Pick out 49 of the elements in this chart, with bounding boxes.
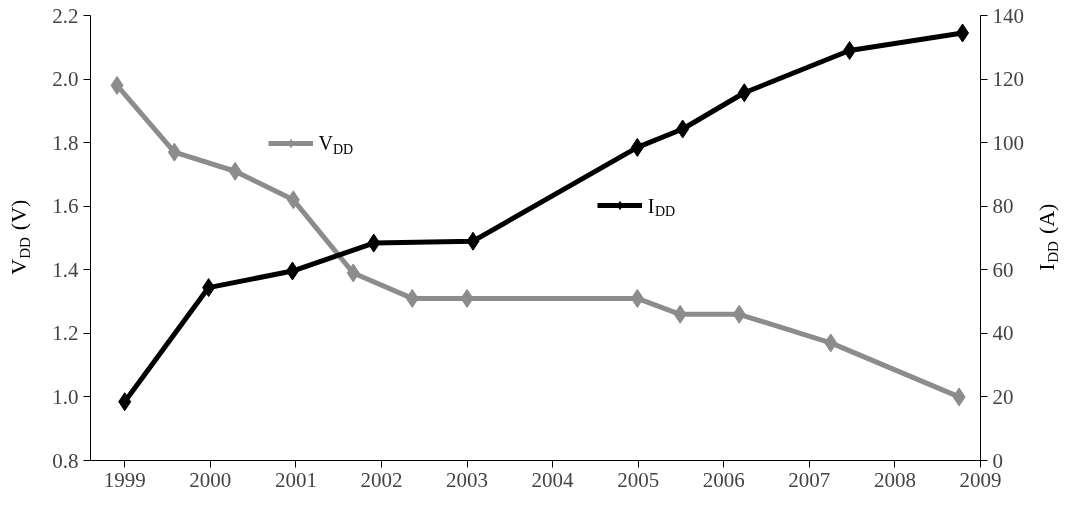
x-tick-label: 2004	[531, 467, 575, 492]
point	[367, 233, 381, 253]
y2-tick-label: 40	[992, 321, 1014, 346]
y-tick-label: 1.2	[52, 321, 79, 346]
point	[460, 288, 474, 308]
point	[676, 119, 690, 139]
point	[673, 304, 687, 324]
point	[843, 40, 857, 60]
point	[466, 231, 480, 251]
y2-tick-label: 120	[992, 67, 1024, 92]
x-tick-label: 2002	[360, 467, 403, 492]
y-tick-label: 1.4	[52, 257, 79, 282]
x-tick-label: 2007	[788, 467, 831, 492]
point	[228, 161, 242, 181]
point	[824, 333, 838, 353]
x-tick-label: 2005	[617, 467, 660, 492]
x-tick-label: 2008	[873, 467, 916, 492]
x-tick-label: 2001	[274, 467, 317, 492]
y2-axis-title: IDD (A)	[1034, 203, 1061, 271]
y2-tick-label: 20	[992, 384, 1014, 409]
y-tick-label: 0.8	[52, 448, 79, 473]
point	[630, 137, 644, 157]
point	[110, 75, 124, 95]
point	[118, 392, 132, 412]
x-tick-label: 1999	[103, 467, 146, 492]
point	[630, 288, 644, 308]
y2-tick-label: 140	[992, 3, 1024, 28]
point	[956, 23, 970, 43]
y2-tick-label: 100	[992, 130, 1024, 155]
point	[346, 263, 360, 283]
y2-tick-label: 60	[992, 257, 1014, 282]
x-tick-label: 2000	[189, 467, 232, 492]
y-tick-label: 2.2	[52, 3, 79, 28]
point	[737, 83, 751, 103]
y-tick-label: 2.0	[52, 67, 79, 92]
point	[405, 288, 419, 308]
point	[285, 261, 299, 281]
x-tick-label: 2003	[446, 467, 489, 492]
y-tick-label: 1.0	[52, 384, 79, 409]
y-tick-label: 1.8	[52, 130, 79, 155]
point	[952, 387, 966, 407]
y2-tick-label: 80	[992, 194, 1014, 219]
point	[202, 278, 216, 298]
point	[286, 190, 300, 210]
point	[167, 142, 181, 162]
point	[732, 304, 746, 324]
y-axis-title: VDD (V)	[6, 199, 33, 275]
y-tick-label: 1.6	[52, 194, 79, 219]
x-tick-label: 2006	[702, 467, 745, 492]
